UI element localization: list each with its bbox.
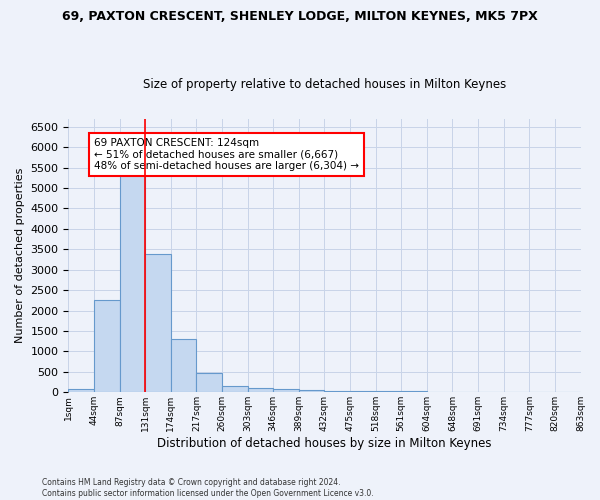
Bar [222, 386, 248, 392]
Text: Contains HM Land Registry data © Crown copyright and database right 2024.
Contai: Contains HM Land Registry data © Crown c… [42, 478, 374, 498]
Bar [119, 170, 145, 392]
Bar [171, 339, 196, 392]
Bar [273, 390, 299, 392]
Text: 69, PAXTON CRESCENT, SHENLEY LODGE, MILTON KEYNES, MK5 7PX: 69, PAXTON CRESCENT, SHENLEY LODGE, MILT… [62, 10, 538, 23]
Bar [196, 372, 222, 392]
Bar [248, 388, 273, 392]
Y-axis label: Number of detached properties: Number of detached properties [15, 168, 25, 343]
Bar [376, 391, 401, 392]
Title: Size of property relative to detached houses in Milton Keynes: Size of property relative to detached ho… [143, 78, 506, 91]
Bar [299, 390, 325, 392]
X-axis label: Distribution of detached houses by size in Milton Keynes: Distribution of detached houses by size … [157, 437, 492, 450]
Bar [350, 391, 376, 392]
Bar [145, 254, 171, 392]
Bar [325, 390, 350, 392]
Text: 69 PAXTON CRESCENT: 124sqm
← 51% of detached houses are smaller (6,667)
48% of s: 69 PAXTON CRESCENT: 124sqm ← 51% of deta… [94, 138, 359, 171]
Bar [68, 389, 94, 392]
Bar [94, 300, 119, 392]
